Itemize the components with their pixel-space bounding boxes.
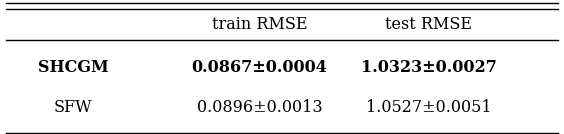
Text: SFW: SFW	[54, 99, 92, 116]
Text: SHCGM: SHCGM	[38, 59, 109, 75]
Text: 0.0896±0.0013: 0.0896±0.0013	[197, 99, 322, 116]
Text: test RMSE: test RMSE	[385, 16, 472, 33]
Text: 0.0867±0.0004: 0.0867±0.0004	[192, 59, 327, 75]
Text: 1.0527±0.0051: 1.0527±0.0051	[366, 99, 491, 116]
Text: 1.0323±0.0027: 1.0323±0.0027	[361, 59, 496, 75]
Text: train RMSE: train RMSE	[212, 16, 307, 33]
